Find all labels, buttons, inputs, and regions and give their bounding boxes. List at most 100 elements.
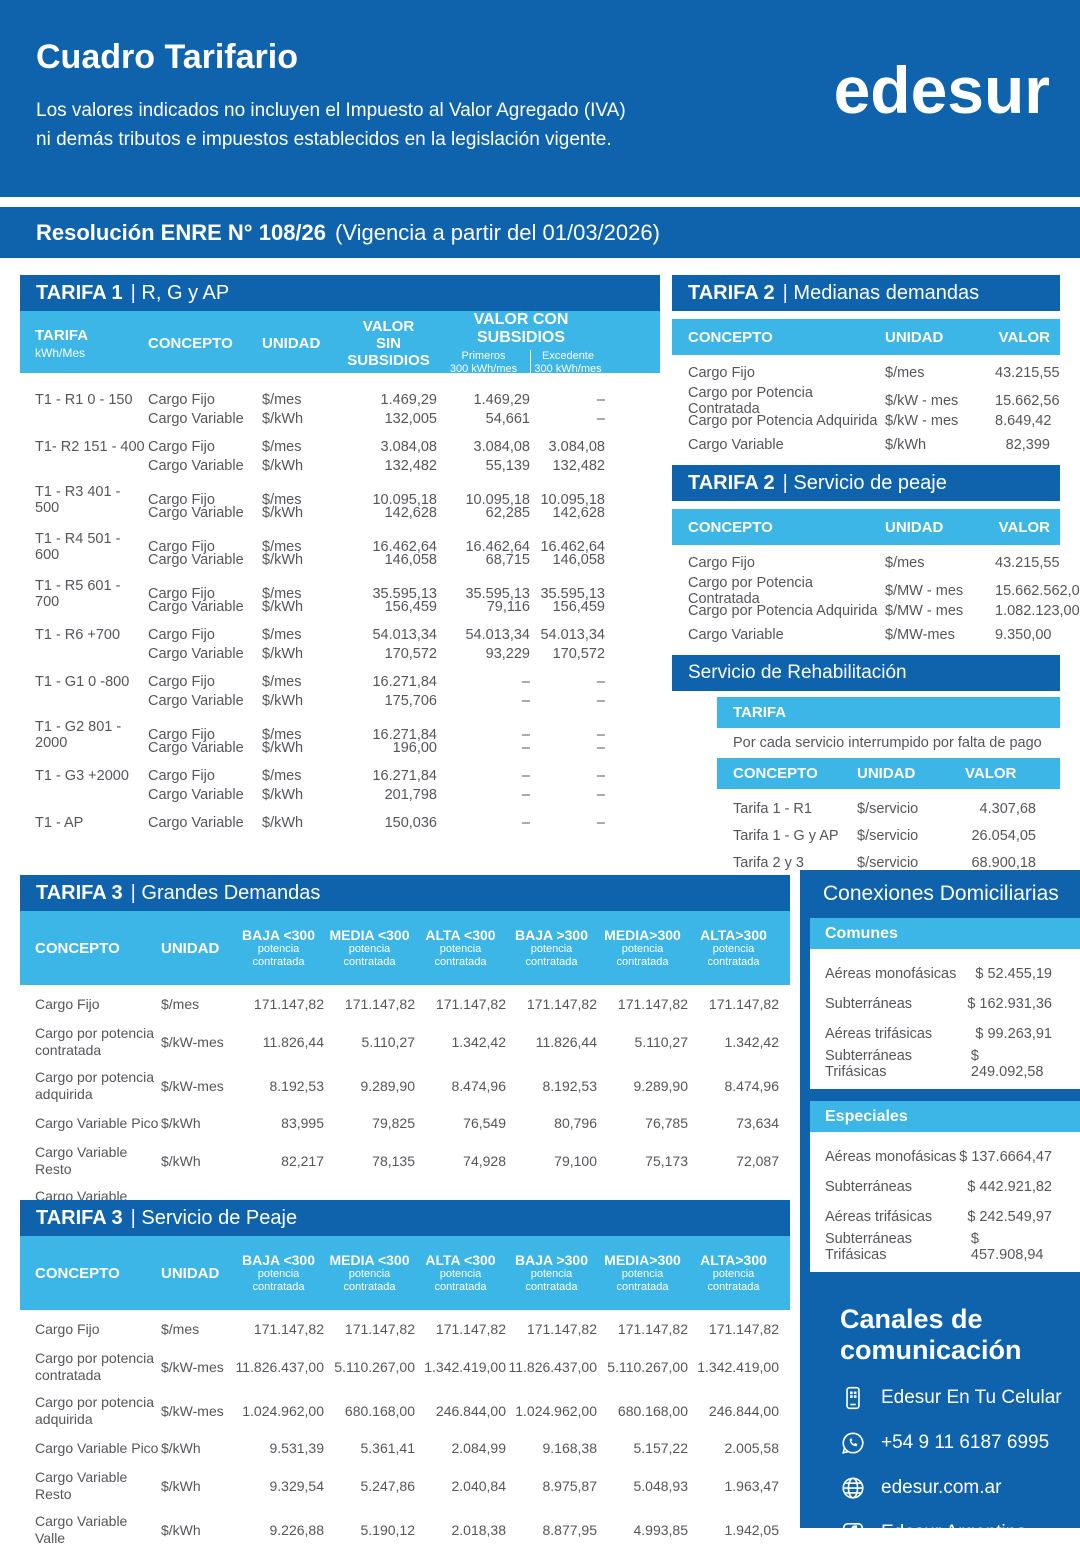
tarifa2-medianas-title: TARIFA 2 | Medianas demandas xyxy=(672,275,1060,311)
table-row: T1 - G2 801 - 2000 Cargo Fijo $/mes 16.2… xyxy=(35,719,605,751)
table-row: Cargo Variable $/kWh 156,459 79,116 156,… xyxy=(148,598,605,615)
tarifa-range: T1- R2 151 - 400 xyxy=(35,438,145,455)
table-row: Cargo Variable $/kWh 82,399 xyxy=(688,437,1050,453)
conexiones-title: Conexiones Domiciliarias xyxy=(823,882,1059,905)
demand-column-header: MEDIA>300 potencia contratada xyxy=(604,1252,681,1293)
table-row-group: T1 - R1 0 - 150 Cargo Fijo $/mes 1.469,2… xyxy=(20,381,660,428)
resolution-bar: Resolución ENRE N° 108/26 (Vigencia a pa… xyxy=(0,207,1080,258)
table-row: Cargo Fijo $/mes 171.147,82 171.147,82 1… xyxy=(35,996,779,1012)
tarifa2-peaje-section: TARIFA 2 | Servicio de peaje CONCEPTO UN… xyxy=(672,465,1080,647)
tarifa-range: T1 - R4 501 - 600 xyxy=(35,531,121,563)
demand-column-header: BAJA >300 potencia contratada xyxy=(514,927,589,968)
edesur-logo: edesur xyxy=(833,53,1050,127)
tarifa-range: T1 - R6 +700 xyxy=(35,626,121,643)
table-row: Cargo Variable $/kWh 196,00 – – xyxy=(148,739,605,756)
tarifa1-rows: T1 - R1 0 - 150 Cargo Fijo $/mes 1.469,2… xyxy=(20,373,660,832)
tarifa3-peaje-rows: Cargo Fijo $/mes 171.147,82 171.147,82 1… xyxy=(20,1310,790,1552)
page-title: Cuadro Tarifario xyxy=(36,38,298,76)
table-row: T1 - R4 501 - 600 Cargo Fijo $/mes 16.46… xyxy=(35,531,605,563)
list-item: Aéreas monofásicas $ 137.6664,47 xyxy=(825,1149,1052,1165)
globe-icon xyxy=(842,1477,864,1499)
mobile-app-icon xyxy=(846,1386,860,1410)
tarifa3-grandes-section: TARIFA 3 | Grandes Demandas CONCEPTO UNI… xyxy=(20,875,790,1227)
comunes-rows: Aéreas monofásicas $ 52.455,19 Subterrán… xyxy=(810,949,1080,1089)
table-row: Cargo Variable Resto $/kWh 9.329,54 5.24… xyxy=(35,1469,779,1502)
table-row: Cargo por potencia contratada $/kW-mes 1… xyxy=(35,1025,779,1058)
table-row: T1 - R3 401 - 500 Cargo Fijo $/mes 10.09… xyxy=(35,484,605,516)
table-row: Tarifa 1 - G y AP $/servicio 26.054,05 xyxy=(733,827,1036,844)
table-row: Cargo por potencia adquirida $/kW-mes 1.… xyxy=(35,1394,779,1427)
table-row: Cargo Fijo $/mes 171.147,82 171.147,82 1… xyxy=(35,1321,779,1337)
table-row: Cargo por potencia adquirida $/kW-mes 8.… xyxy=(35,1069,779,1102)
demand-column-header: ALTA <300 potencia contratada xyxy=(425,1252,496,1293)
table-row: T1- R2 151 - 400 Cargo Fijo $/mes 3.084,… xyxy=(35,438,605,455)
table-row: Cargo Fijo $/mes 43.215,55 xyxy=(688,365,1060,381)
tarifa2-medianas-rows: Cargo Fijo $/mes 43.215,55 Cargo por Pot… xyxy=(672,355,1060,457)
canal-whatsapp[interactable]: +54 9 11 6187 6995 xyxy=(840,1430,1080,1456)
facebook-icon xyxy=(842,1522,864,1544)
demand-column-header: ALTA>300 potencia contratada xyxy=(700,1252,767,1293)
table-row-group: T1 - G1 0 -800 Cargo Fijo $/mes 16.271,8… xyxy=(20,663,660,710)
list-item: Subterráneas $ 442.921,82 xyxy=(825,1179,1052,1195)
tarifa1-column-headers: TARIFA kWh/Mes CONCEPTO UNIDAD VALOR SIN… xyxy=(20,311,660,376)
rehabilitacion-rows: Tarifa 1 - R1 $/servicio 4.307,68 Tarifa… xyxy=(717,789,1060,876)
canal-mobile-app[interactable]: Edesur En Tu Celular xyxy=(840,1385,1080,1411)
page-header: Cuadro Tarifario Los valores indicados n… xyxy=(0,0,1080,197)
table-row: T1 - G3 +2000 Cargo Fijo $/mes 16.271,84… xyxy=(35,767,605,784)
col-header-valor-con-subsidios: VALOR CON SUBSIDIOS Primeros 300 kWh/mes… xyxy=(437,311,605,376)
demand-column-header: BAJA >300 potencia contratada xyxy=(514,1252,589,1293)
tarifa2-peaje-title: TARIFA 2 | Servicio de peaje xyxy=(672,465,1060,501)
table-row: T1 - G1 0 -800 Cargo Fijo $/mes 16.271,8… xyxy=(35,673,605,690)
table-row: Cargo por Potencia Contratada $/MW - mes… xyxy=(688,575,1080,607)
whatsapp-icon xyxy=(842,1432,864,1454)
especiales-header: Especiales xyxy=(810,1101,1080,1132)
table-row: Cargo Variable $/kWh 201,798 – – xyxy=(148,786,605,803)
tarifa3-peaje-section: TARIFA 3 | Servicio de Peaje CONCEPTO UN… xyxy=(20,1200,790,1552)
especiales-rows: Aéreas monofásicas $ 137.6664,47 Subterr… xyxy=(810,1132,1080,1272)
table-row: Cargo Variable $/MW-mes 9.350,00 xyxy=(688,627,1052,643)
table-row: Cargo Variable Pico $/kWh 9.531,39 5.361… xyxy=(35,1440,779,1456)
rehabilitacion-title: Servicio de Rehabilitación xyxy=(672,655,1060,691)
canal-facebook[interactable]: Edesur Argentina xyxy=(840,1520,1080,1546)
tarifa-range: T1 - G1 0 -800 xyxy=(35,673,130,690)
right-panel: Conexiones Domiciliarias Comunes Aéreas … xyxy=(800,870,1080,1544)
tarifa-range: T1 - AP xyxy=(35,814,84,831)
table-row-group: T1 - R3 401 - 500 Cargo Fijo $/mes 10.09… xyxy=(20,475,660,522)
demand-column-header: BAJA <300 potencia contratada xyxy=(241,927,316,968)
demand-column-header: BAJA <300 potencia contratada xyxy=(241,1252,316,1293)
table-row: T1 - R5 601 - 700 Cargo Fijo $/mes 35.59… xyxy=(35,578,605,610)
rehabilitacion-tarifa-header: TARIFA xyxy=(717,697,1060,728)
table-row-group: T1- R2 151 - 400 Cargo Fijo $/mes 3.084,… xyxy=(20,428,660,475)
demand-column-header: MEDIA <300 potencia contratada xyxy=(329,927,410,968)
list-item: Subterráneas Trifásicas $ 249.092,58 xyxy=(825,1048,1044,1080)
col-header-primeros: Primeros 300 kWh/mes xyxy=(449,350,518,375)
list-item: Aéreas monofásicas $ 52.455,19 xyxy=(825,966,1052,982)
list-item: Aéreas trifásicas $ 99.263,91 xyxy=(825,1026,1052,1042)
resolution-validity: (Vigencia a partir del 01/03/2026) xyxy=(335,219,660,245)
table-row-group: T1 - G2 801 - 2000 Cargo Fijo $/mes 16.2… xyxy=(20,710,660,757)
subtitle-line1: Los valores indicados no incluyen el Imp… xyxy=(36,100,626,121)
tarifa3-grandes-rows: Cargo Fijo $/mes 171.147,82 171.147,82 1… xyxy=(20,985,790,1227)
tarifa-range: T1 - G3 +2000 xyxy=(35,767,129,784)
page-subtitle: Los valores indicados no incluyen el Imp… xyxy=(36,96,626,154)
table-row: Cargo por potencia contratada $/kW-mes 1… xyxy=(35,1350,779,1383)
table-row: Cargo Variable $/kWh 170,572 93,229 170,… xyxy=(148,645,605,662)
table-row: Cargo por Potencia Adquirida $/MW - mes … xyxy=(688,603,1080,619)
col-header-unidad: UNIDAD xyxy=(262,335,321,352)
list-item: Subterráneas $ 162.931,36 xyxy=(825,996,1052,1012)
col-header-excedente: Excedente 300 kWh/mes xyxy=(530,350,605,376)
canal-website[interactable]: edesur.com.ar xyxy=(840,1475,1080,1501)
tarifa2-peaje-column-headers: CONCEPTO UNIDAD VALOR xyxy=(672,509,1060,545)
tarifa3-peaje-title: TARIFA 3 | Servicio de Peaje xyxy=(20,1200,790,1236)
tarifa1-title: TARIFA 1 | R, G y AP xyxy=(20,275,660,311)
table-row-group: T1 - R4 501 - 600 Cargo Fijo $/mes 16.46… xyxy=(20,522,660,569)
rehabilitacion-note: Por cada servicio interrumpido por falta… xyxy=(733,735,1042,751)
tarifa3-grandes-column-headers: CONCEPTO UNIDAD BAJA <300 potencia contr… xyxy=(20,911,790,985)
table-row: Cargo Variable $/kWh 132,005 54,661 – xyxy=(148,410,605,427)
table-row: Cargo Fijo $/mes 43.215,55 xyxy=(688,555,1060,571)
col-header-concepto: CONCEPTO xyxy=(148,335,233,352)
table-row-group: T1 - R5 601 - 700 Cargo Fijo $/mes 35.59… xyxy=(20,569,660,616)
subtitle-line2: ni demás tributos e impuestos establecid… xyxy=(36,129,612,150)
table-row: Cargo Variable Pico $/kWh 83,995 79,825 … xyxy=(35,1115,779,1131)
comunes-header: Comunes xyxy=(810,918,1080,949)
